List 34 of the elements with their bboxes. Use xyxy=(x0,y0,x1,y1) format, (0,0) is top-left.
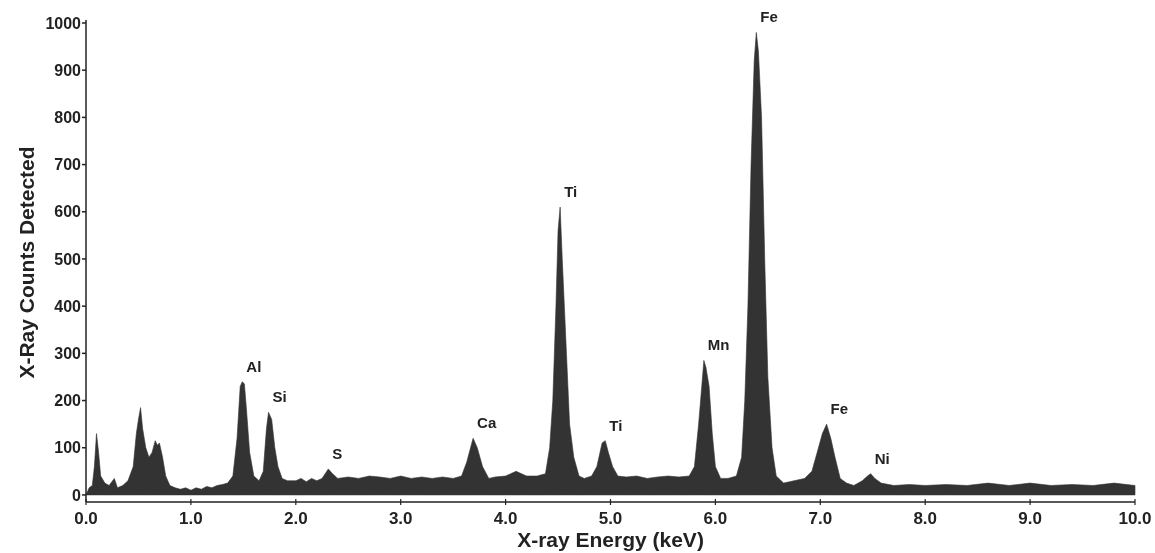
annotation: Ni xyxy=(874,449,890,467)
y-tick-label: 700 xyxy=(54,156,82,174)
annotation: Si xyxy=(272,388,287,406)
annotation: Ti xyxy=(564,183,578,201)
y-tick-label: 100 xyxy=(54,439,82,457)
annotation: Fe xyxy=(830,400,849,418)
x-tick-label: 10.0 xyxy=(1118,509,1152,528)
annotation: Mn xyxy=(707,336,730,354)
x-tick-label: 8.0 xyxy=(913,509,938,528)
x-tick-label: 2.0 xyxy=(283,509,308,528)
y-tick-label: 800 xyxy=(54,108,82,126)
y-tick-label: 900 xyxy=(54,61,82,79)
x-axis-title: X-ray Energy (keV) xyxy=(517,528,704,551)
x-tick-label: 7.0 xyxy=(808,509,833,528)
annotation: Fe xyxy=(760,8,778,26)
annotation: Ti xyxy=(609,416,623,434)
annotation: Al xyxy=(246,357,262,375)
x-tick-label: 3.0 xyxy=(388,509,413,528)
x-tick-label: 1.0 xyxy=(179,509,203,528)
x-tick-label: 9.0 xyxy=(1018,509,1042,528)
y-tick-label: 500 xyxy=(54,250,82,268)
y-axis-title: X-Ray Counts Detected xyxy=(15,146,38,379)
y-tick-label: 400 xyxy=(54,297,82,315)
x-tick-label: 6.0 xyxy=(703,509,728,528)
y-tick-label: 200 xyxy=(54,392,82,410)
y-tick-label: 300 xyxy=(54,344,82,362)
x-tick-label: 0.0 xyxy=(74,509,98,528)
y-tick-label: 600 xyxy=(54,203,82,221)
y-tick-label: 0 xyxy=(72,486,82,504)
x-tick-label: 4.0 xyxy=(493,509,518,528)
x-tick-label: 5.0 xyxy=(598,509,623,528)
y-tick-label: 1000 xyxy=(45,14,82,32)
annotation: Ca xyxy=(477,414,497,432)
annotation: S xyxy=(332,444,343,462)
